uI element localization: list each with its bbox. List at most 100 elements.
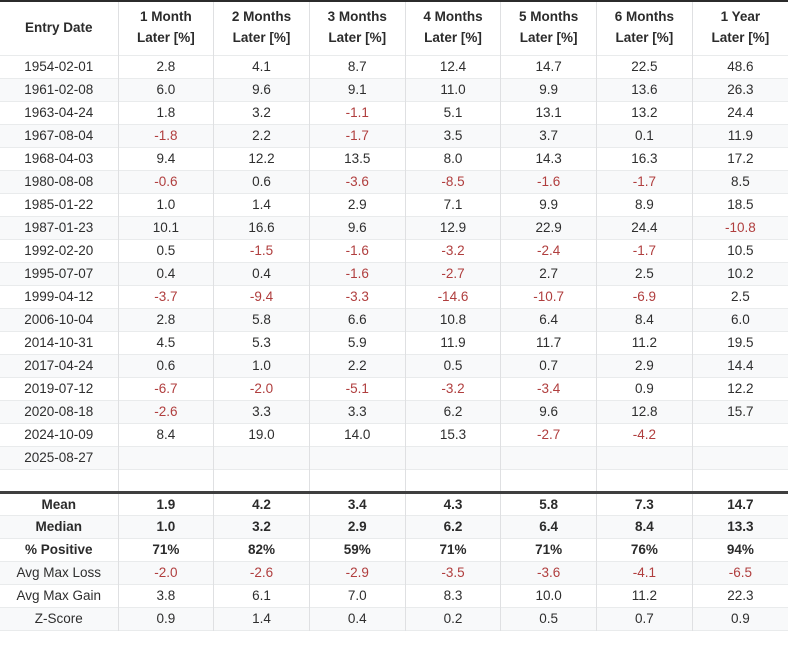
summary-label-cell: Median: [35, 519, 82, 534]
value-cell: 1.0: [213, 354, 310, 377]
table-row: 1987-01-23 10.1 16.6 9.6 12.9 22.9 24.4 -10.8: [0, 216, 788, 239]
value-cell: -1.1: [308, 101, 406, 124]
header-label: 4 Months: [423, 9, 483, 25]
value-cell: 1.0: [117, 193, 214, 216]
value-cell: -5.1: [308, 377, 406, 400]
value-cell: 6.4: [500, 308, 597, 331]
entry-date-cell: 1961-02-08: [24, 82, 94, 97]
entry-date-cell: 2014-10-31: [24, 335, 94, 350]
entry-date-cell: 1980-08-08: [24, 174, 94, 189]
value-cell: 10.0: [500, 584, 597, 607]
entry-date-cell: 1999-04-12: [24, 289, 94, 304]
value-cell: 18.5: [691, 193, 788, 216]
value-cell: 8.7: [308, 55, 406, 78]
value-cell: 0.2: [404, 607, 501, 630]
value-cell: 8.5: [691, 170, 788, 193]
value-cell: 5.3: [213, 331, 310, 354]
header-label: 2 Months: [231, 9, 292, 25]
value-cell: -1.6: [308, 239, 406, 262]
value-cell: 11.9: [691, 124, 788, 147]
value-cell: -3.7: [117, 285, 214, 308]
value-cell: -6.5: [691, 561, 788, 584]
value-cell: 15.7: [691, 400, 788, 423]
table-row: Avg Max Gain 3.8 6.1 7.0 8.3 10.0 11.2 22.3: [0, 584, 788, 607]
value-cell: 1.4: [213, 193, 310, 216]
value-cell: 1.0: [117, 515, 214, 538]
value-cell: -1.5: [213, 239, 310, 262]
value-cell: 4.2: [213, 492, 310, 515]
value-cell: -2.6: [117, 400, 214, 423]
value-cell: 0.6: [117, 354, 214, 377]
value-cell: 10.1: [117, 216, 214, 239]
value-cell: 0.7: [596, 607, 693, 630]
entry-date-cell: 2025-08-27: [24, 450, 94, 465]
value-cell: 2.9: [596, 354, 693, 377]
value-cell: 13.2: [596, 101, 693, 124]
value-cell: [691, 423, 788, 446]
value-cell: 3.4: [308, 492, 406, 515]
value-cell: 2.5: [596, 262, 693, 285]
value-cell: 8.4: [117, 423, 214, 446]
value-cell: 3.7: [500, 124, 597, 147]
table-row: 1985-01-22 1.0 1.4 2.9 7.1 9.9 8.9 18.5: [0, 193, 788, 216]
value-cell: [404, 446, 501, 469]
value-cell: 11.9: [404, 331, 501, 354]
value-cell: 22.9: [500, 216, 597, 239]
value-cell: 8.9: [596, 193, 693, 216]
header-entry-date: Entry Date: [0, 1, 118, 55]
value-cell: 11.0: [404, 78, 501, 101]
entry-date-cell: 1987-01-23: [24, 220, 94, 235]
value-cell: [213, 469, 310, 492]
table-row: 2014-10-31 4.5 5.3 5.9 11.9 11.7 11.2 19.5: [0, 331, 788, 354]
value-cell: -1.7: [596, 239, 693, 262]
table-header: Entry Date 1 Month Later [%] 2 Months Late…: [0, 1, 788, 55]
value-cell: 9.6: [308, 216, 406, 239]
value-cell: 11.2: [596, 584, 693, 607]
value-cell: [691, 446, 788, 469]
value-cell: 7.3: [596, 492, 693, 515]
value-cell: 11.2: [596, 331, 693, 354]
entry-date-cell: 2017-04-24: [24, 358, 94, 373]
header-label: 1 Month: [139, 9, 192, 25]
value-cell: -4.2: [596, 423, 693, 446]
value-cell: 71%: [500, 538, 597, 561]
table-row: 1968-04-03 9.4 12.2 13.5 8.0 14.3 16.3 17.2: [0, 147, 788, 170]
value-cell: 0.7: [500, 354, 597, 377]
header-label: Entry Date: [24, 19, 93, 35]
value-cell: 5.1: [404, 101, 501, 124]
value-cell: 14.7: [500, 55, 597, 78]
header-1-month: 1 Month Later [%]: [117, 1, 214, 55]
table-row: % Positive 71% 82% 59% 71% 71% 76% 94%: [0, 538, 788, 561]
value-cell: -2.4: [500, 239, 597, 262]
value-cell: 5.9: [308, 331, 406, 354]
value-cell: -1.8: [117, 124, 214, 147]
value-cell: 16.3: [596, 147, 693, 170]
table-body: 1954-02-01 2.8 4.1 8.7 12.4 14.7 22.5 48.6 1961-…: [0, 55, 788, 492]
value-cell: 3.5: [404, 124, 501, 147]
value-cell: 13.5: [308, 147, 406, 170]
value-cell: 2.8: [117, 55, 214, 78]
value-cell: 2.2: [213, 124, 310, 147]
value-cell: -3.5: [404, 561, 501, 584]
value-cell: 76%: [596, 538, 693, 561]
value-cell: 19.5: [691, 331, 788, 354]
value-cell: 7.1: [404, 193, 501, 216]
value-cell: -1.6: [308, 262, 406, 285]
value-cell: [500, 446, 597, 469]
table-row: Mean 1.9 4.2 3.4 4.3 5.8 7.3 14.7: [0, 492, 788, 515]
value-cell: 16.6: [213, 216, 310, 239]
header-4-months: 4 Months Later [%]: [404, 1, 501, 55]
value-cell: 0.5: [117, 239, 214, 262]
table-row: 2006-10-04 2.8 5.8 6.6 10.8 6.4 8.4 6.0: [0, 308, 788, 331]
value-cell: -3.2: [404, 239, 501, 262]
value-cell: -2.7: [404, 262, 501, 285]
value-cell: 0.5: [404, 354, 501, 377]
value-cell: 8.4: [596, 515, 693, 538]
value-cell: 3.2: [213, 515, 310, 538]
value-cell: 13.6: [596, 78, 693, 101]
value-cell: 24.4: [691, 101, 788, 124]
value-cell: 22.5: [596, 55, 693, 78]
value-cell: -3.6: [500, 561, 597, 584]
table-row: 1963-04-24 1.8 3.2 -1.1 5.1 13.1 13.2 24.4: [0, 101, 788, 124]
table-row: Avg Max Loss -2.0 -2.6 -2.9 -3.5 -3.6 -4.1 -6.5: [0, 561, 788, 584]
